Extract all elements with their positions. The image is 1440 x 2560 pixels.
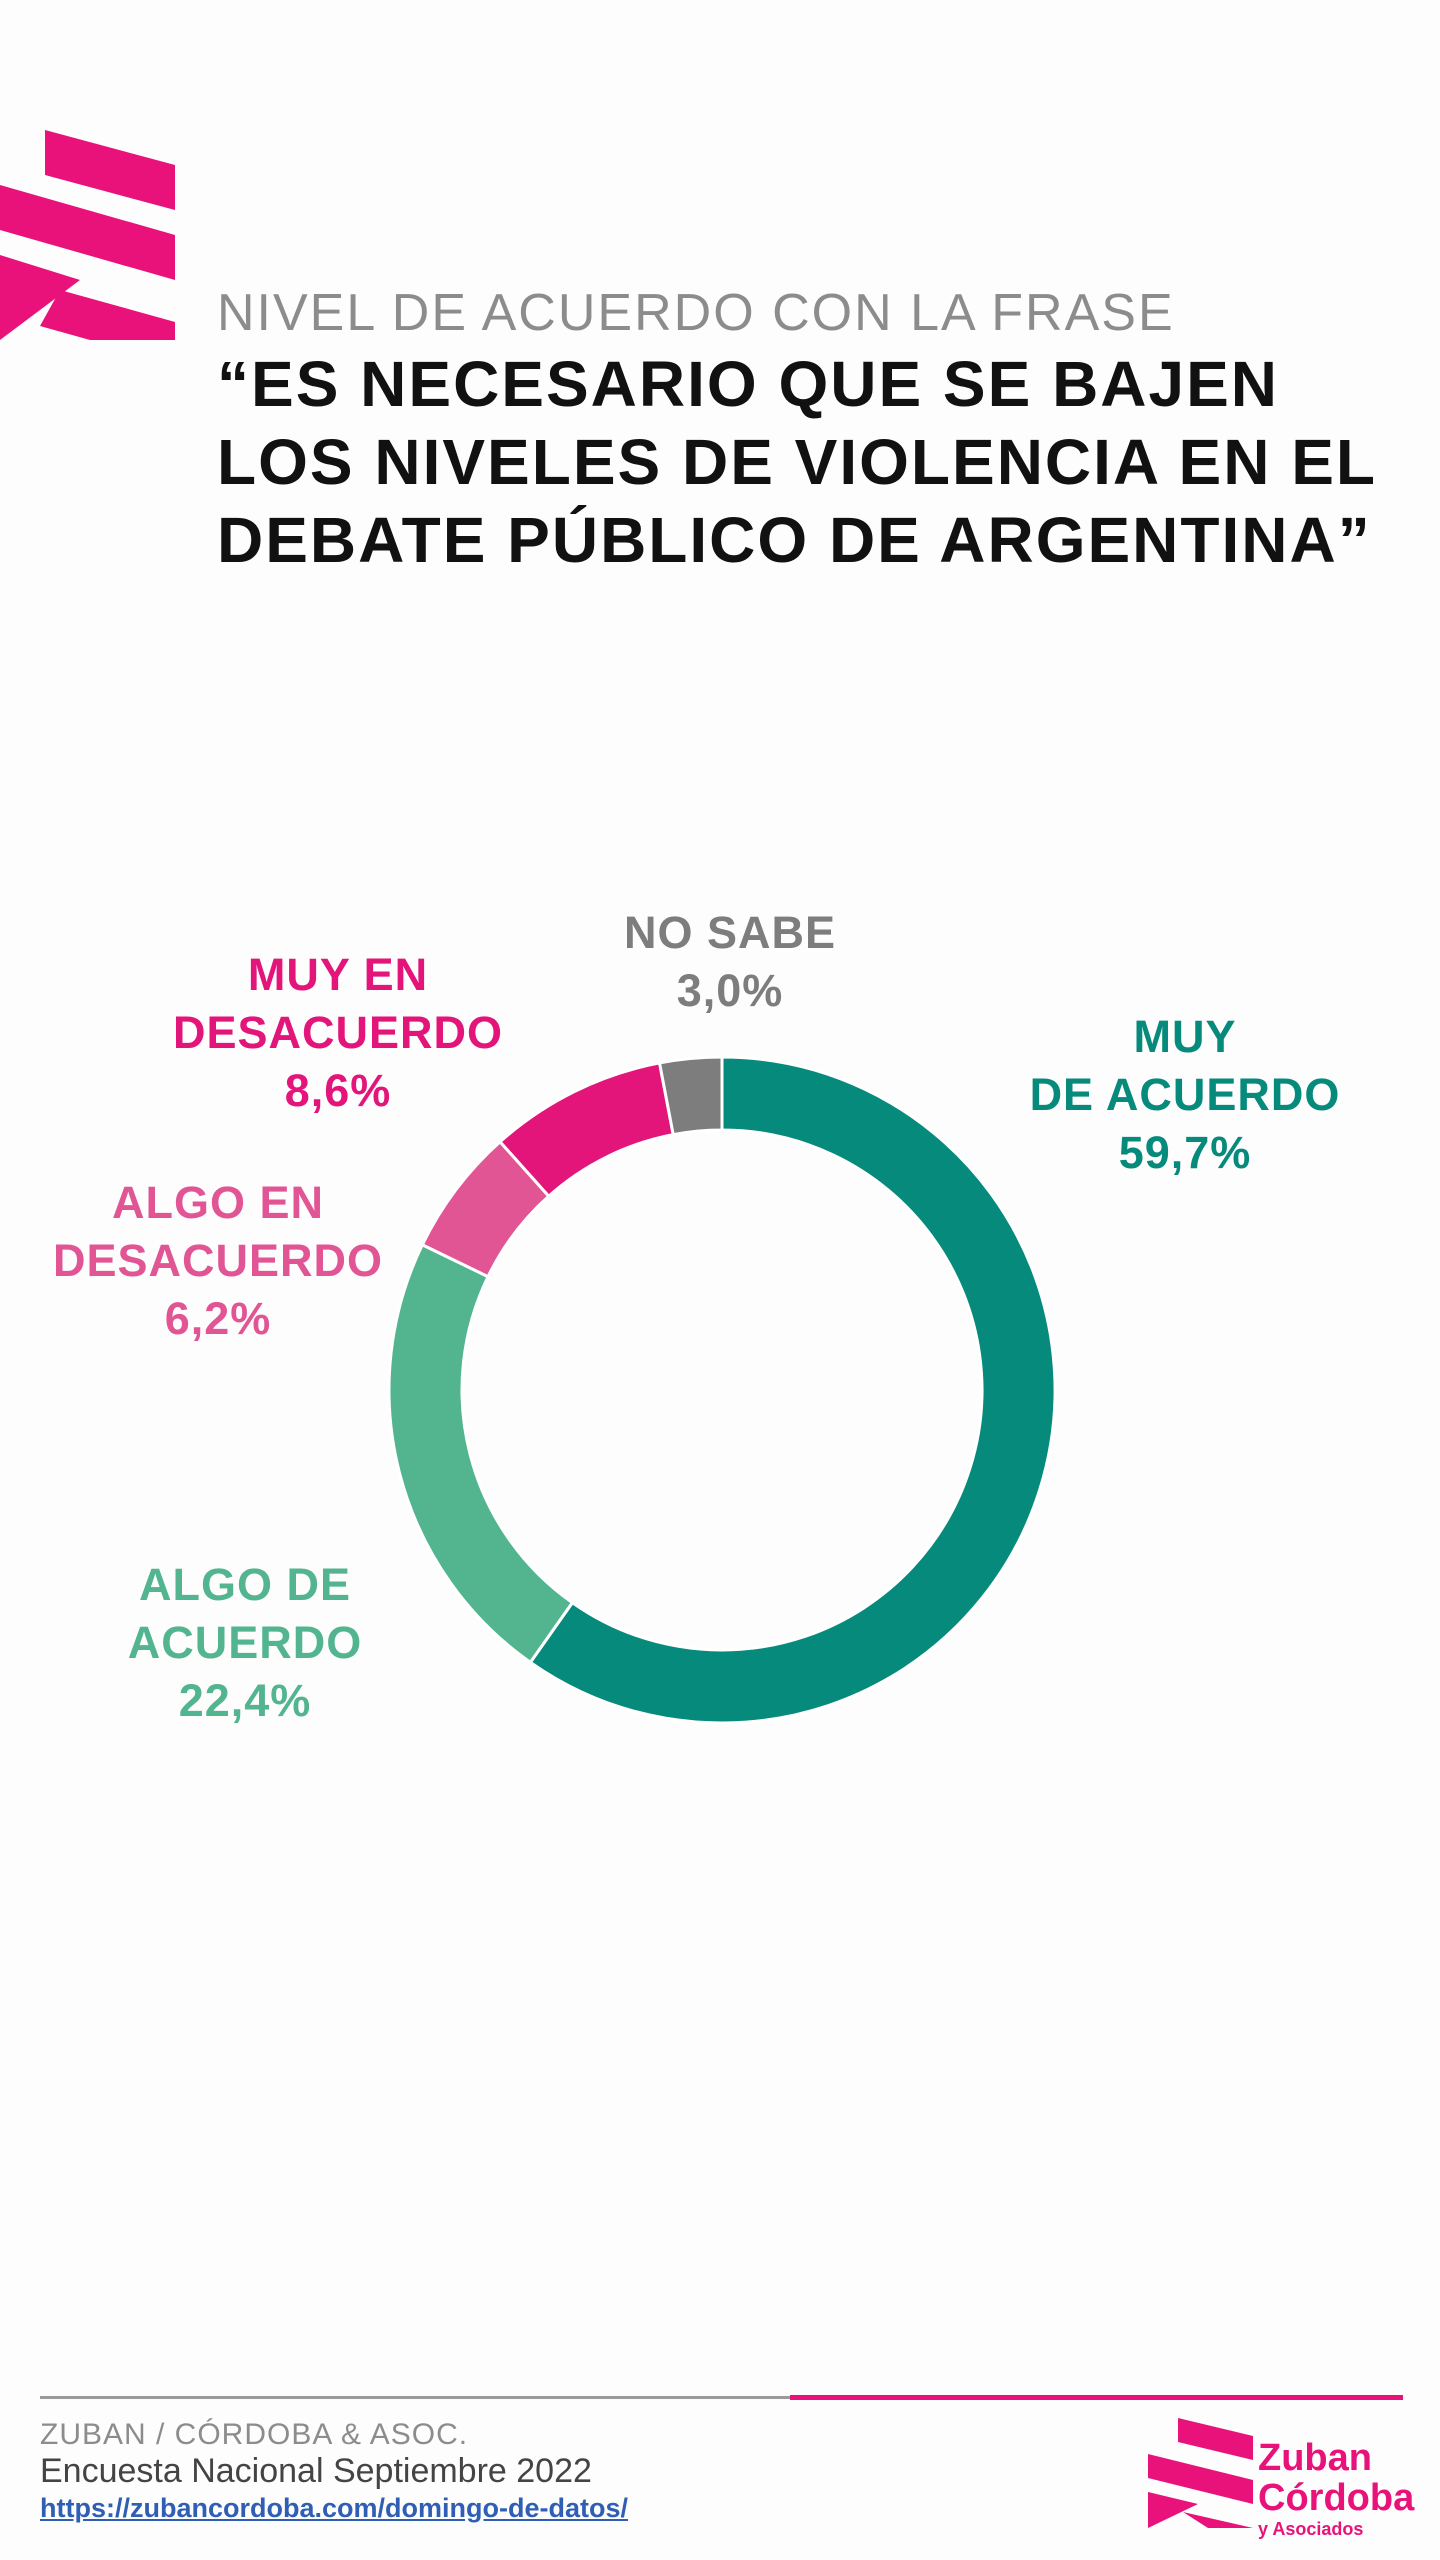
donut-labels: MUY DE ACUERDO 59,7%ALGO DE ACUERDO 22,4%ALG… xyxy=(53,907,1341,1726)
footer-organization: ZUBAN / CÓRDOBA & ASOC. xyxy=(40,2418,469,2451)
slice-value-3: 8,6% xyxy=(285,1065,392,1116)
slice-category-1: ALGO DE xyxy=(139,1559,351,1610)
slice-value-2: 6,2% xyxy=(165,1293,272,1344)
slice-category-0: DE ACUERDO xyxy=(1030,1069,1341,1120)
slice-value-4: 3,0% xyxy=(677,965,784,1016)
slice-category-0: MUY xyxy=(1134,1011,1237,1062)
slice-label-0: MUY DE ACUERDO 59,7% xyxy=(1030,1011,1341,1178)
slice-value-0: 59,7% xyxy=(1119,1127,1252,1178)
donut-slice-0 xyxy=(528,1055,1057,1725)
slice-category-4: NO SABE xyxy=(624,907,836,958)
chart-subtitle: NIVEL DE ACUERDO CON LA FRASE xyxy=(217,284,1175,342)
slice-category-3: MUY EN xyxy=(248,949,428,1000)
footer-divider xyxy=(40,2396,1403,2399)
brand-name-line2: Córdoba xyxy=(1258,2477,1415,2519)
slice-category-2: DESACUERDO xyxy=(53,1235,383,1286)
footer-link[interactable]: https://zubancordoba.com/domingo-de-dato… xyxy=(40,2493,628,2523)
donut-slice-4 xyxy=(657,1055,724,1137)
slice-value-1: 22,4% xyxy=(179,1675,312,1726)
brand-name-line3: y Asociados xyxy=(1258,2519,1364,2539)
donut-slices xyxy=(387,1055,1057,1725)
slice-label-4: NO SABE 3,0% xyxy=(624,907,836,1016)
donut-chart: MUY DE ACUERDO 59,7%ALGO DE ACUERDO 22,4%ALG… xyxy=(53,907,1341,1726)
donut-slice-1 xyxy=(387,1242,575,1665)
chart-title: “ES NECESARIO QUE SE BAJEN LOS NIVELES D… xyxy=(217,348,1376,576)
slice-category-1: ACUERDO xyxy=(128,1617,363,1668)
slice-label-3: MUY EN DESACUERDO 8,6% xyxy=(173,949,503,1116)
brand-logo-icon xyxy=(1148,2418,1253,2528)
footer-accent-line xyxy=(790,2395,1403,2400)
slice-category-2: ALGO EN xyxy=(112,1177,324,1228)
slice-label-2: ALGO EN DESACUERDO 6,2% xyxy=(53,1177,383,1344)
slice-category-3: DESACUERDO xyxy=(173,1007,503,1058)
slice-label-1: ALGO DE ACUERDO 22,4% xyxy=(128,1559,363,1726)
brand-name-line1: Zuban xyxy=(1258,2437,1372,2479)
brand-wordmark: Zuban Córdoba y Asociados xyxy=(1258,2438,1414,2540)
footer-survey-name: Encuesta Nacional Septiembre 2022 xyxy=(40,2452,592,2490)
brand-corner-logo xyxy=(0,130,175,340)
